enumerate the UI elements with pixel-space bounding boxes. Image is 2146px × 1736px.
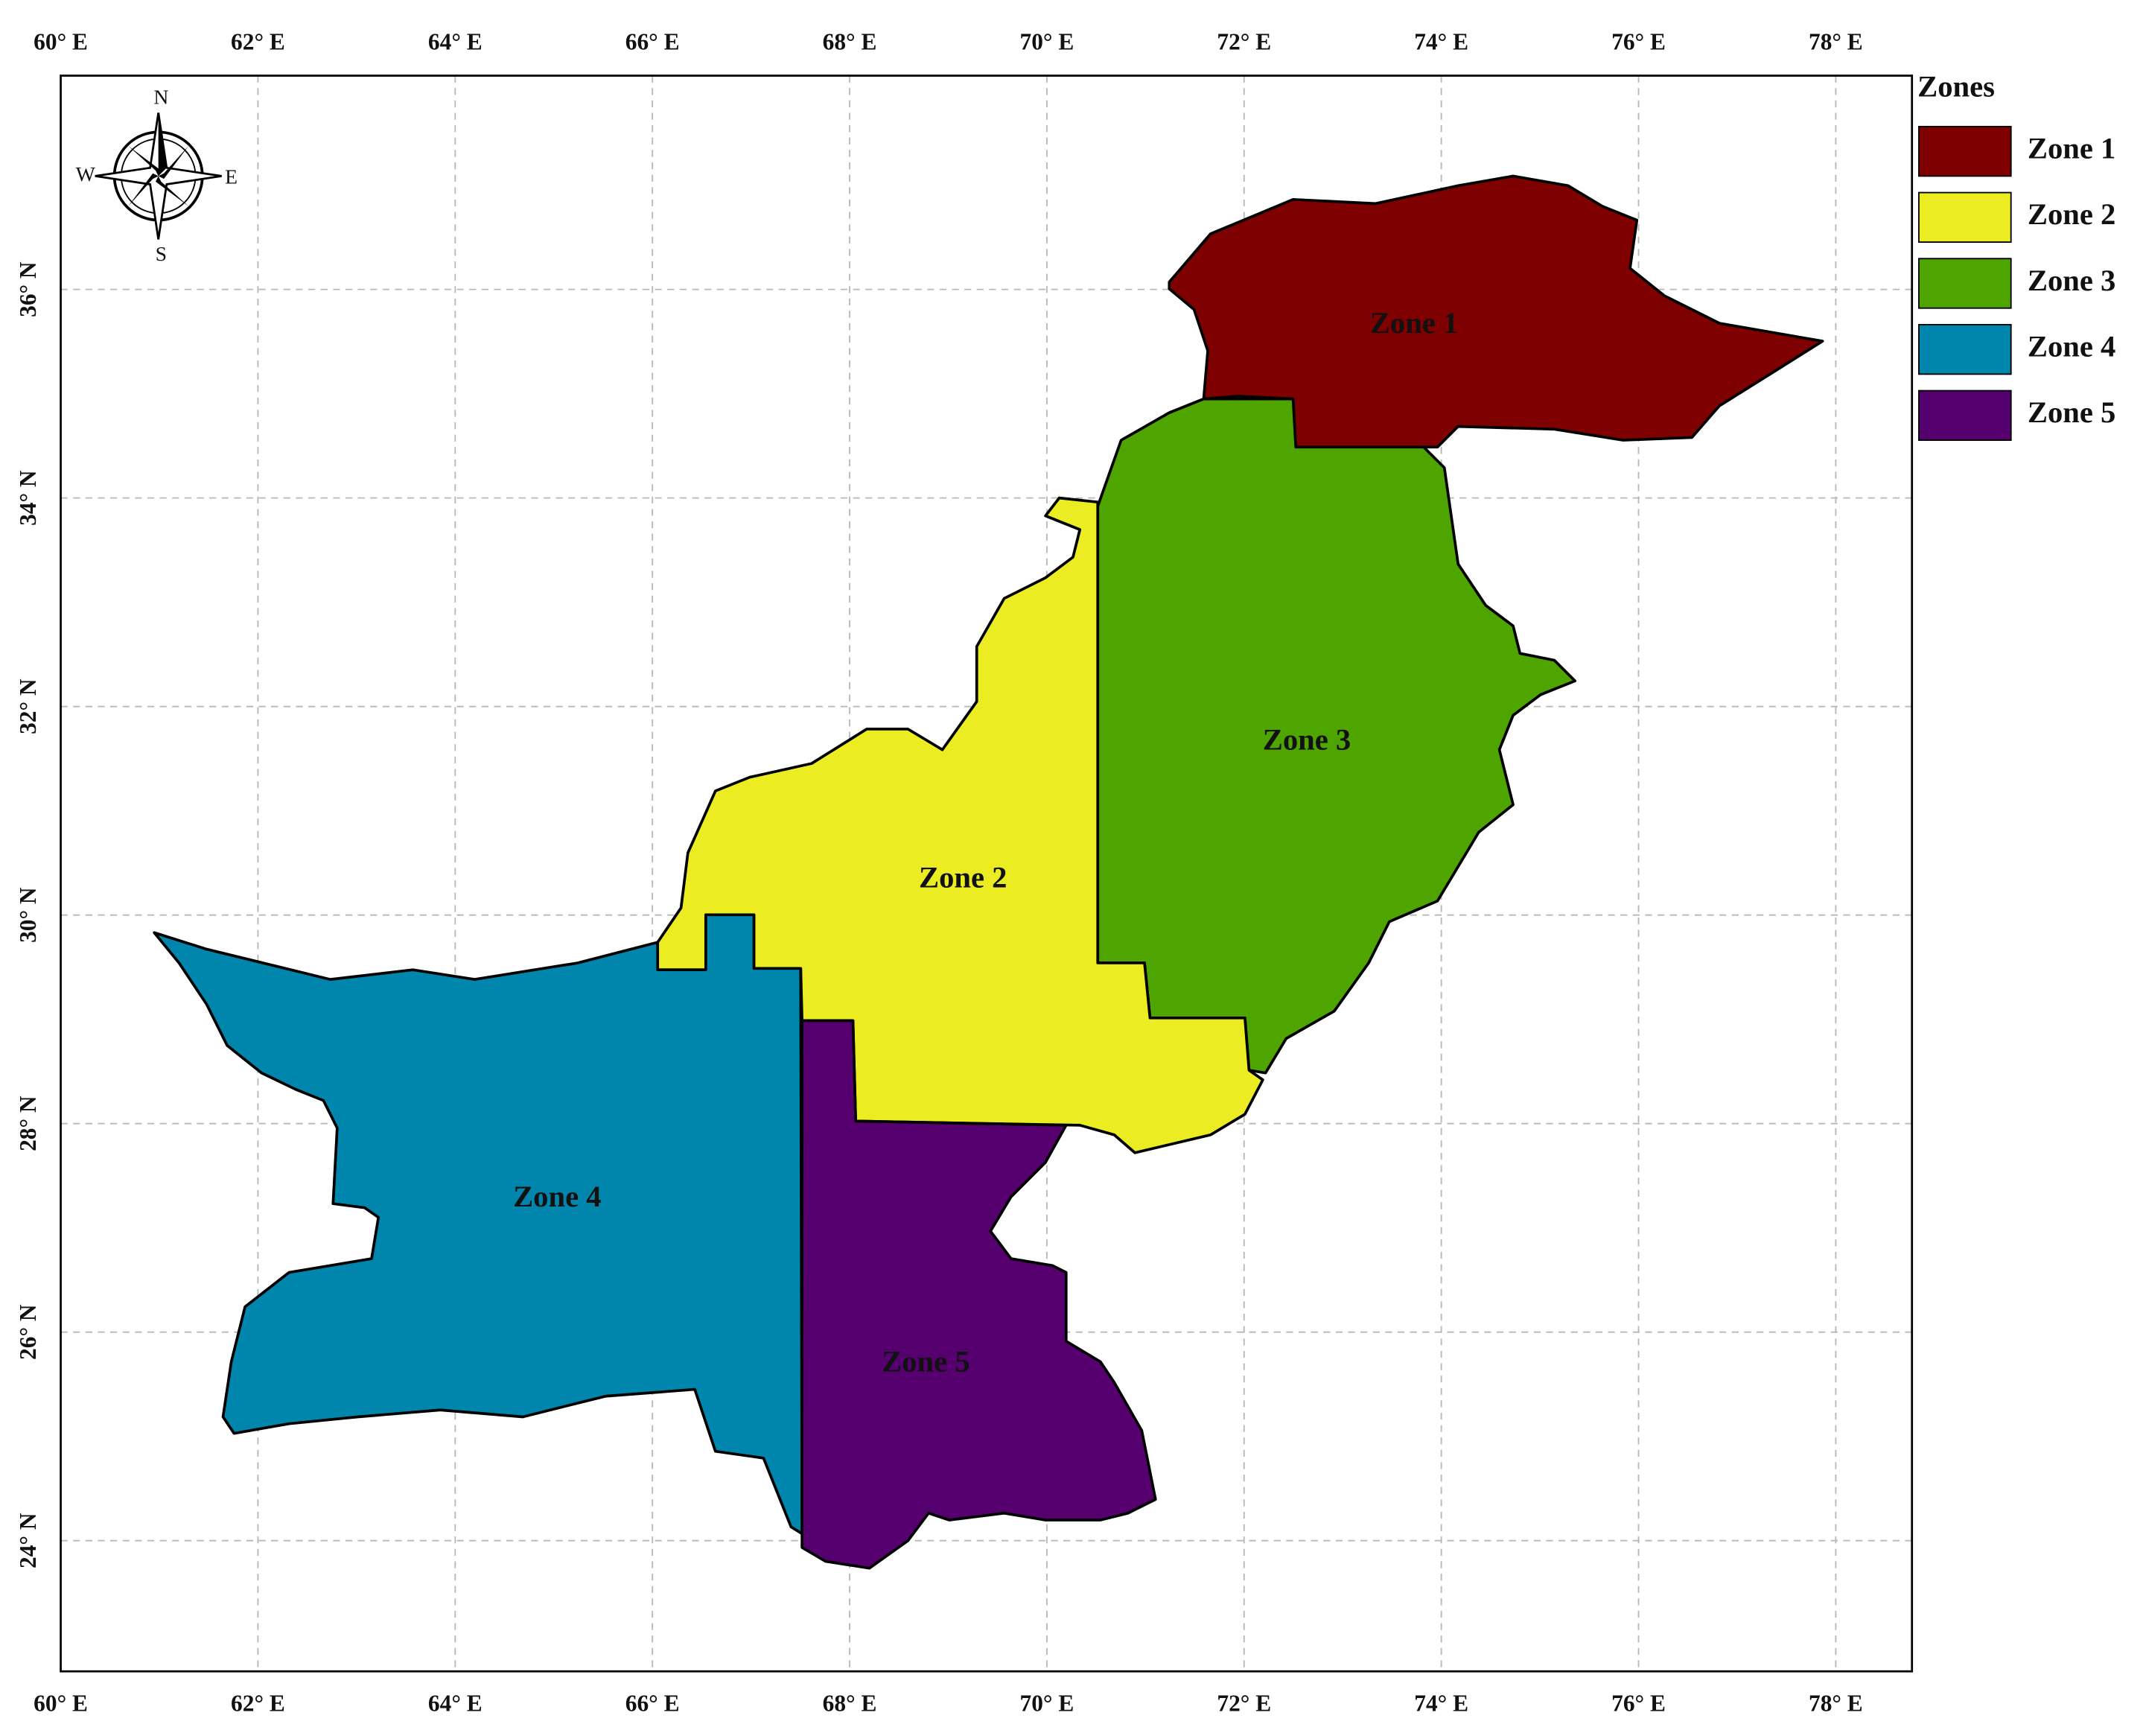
legend-swatch [1918,390,2012,441]
legend-label: Zone 2 [2028,197,2116,231]
lon-tick-label: 66° E [625,1691,680,1717]
lat-tick-label: 28° N [15,1096,41,1151]
lon-tick-label: 78° E [1809,28,1863,54]
map-frame [60,74,1914,1673]
lon-tick-label: 62° E [231,28,285,54]
zone-label: Zone 4 [513,1180,602,1213]
zone-area [800,1019,1157,1570]
zone-label: Zone 1 [1370,306,1459,340]
legend-swatch [1918,258,2012,309]
lat-tick-label: 24° N [15,1513,41,1568]
lat-tick-label: 32° N [15,678,41,734]
legend-label: Zone 1 [2028,132,2116,165]
zone-area [153,913,803,1536]
legend-label: Zone 5 [2028,395,2116,429]
legend-label: Zone 4 [2028,329,2116,363]
lon-tick-label: 62° E [231,1691,285,1717]
lon-tick-label: 74° E [1414,28,1468,54]
legend-swatch [1918,323,2012,375]
zone-label: Zone 2 [919,860,1007,894]
lon-tick-label: 78° E [1809,1691,1863,1717]
lon-tick-label: 60° E [34,28,88,54]
lon-tick-label: 60° E [34,1691,88,1717]
lon-tick-label: 66° E [625,28,680,54]
lon-tick-label: 64° E [428,1691,483,1717]
lat-tick-label: 36° N [15,261,41,317]
compass-letter: S [156,242,167,265]
compass-rose: N S W E [76,85,238,265]
lon-tick-label: 76° E [1611,1691,1666,1717]
zone-label: Zone 5 [882,1345,970,1379]
lon-tick-label: 68° E [823,1691,877,1717]
legend-swatch [1918,126,2012,177]
zones [153,174,1824,1570]
compass-letter: E [225,165,238,188]
legend-label: Zone 3 [2028,264,2116,297]
legend-title: Zones [1917,69,1995,103]
compass-star [158,112,167,177]
lat-tick-label: 30° N [15,887,41,943]
lon-tick-label: 68° E [823,28,877,54]
lat-tick-label: 26° N [15,1304,41,1360]
compass-letter: W [76,162,96,185]
compass-star [128,145,189,207]
lon-tick-label: 72° E [1217,28,1271,54]
lon-tick-label: 70° E [1020,1691,1074,1717]
lon-tick-label: 74° E [1414,1691,1468,1717]
lon-tick-label: 76° E [1611,28,1666,54]
lon-tick-label: 64° E [428,28,483,54]
zone-label: Zone 3 [1263,723,1351,757]
legend: Zone 1 Zone 2 Zone 3 Zone 4 Zone 5 [1918,126,2116,441]
compass-letter: N [153,85,168,108]
lat-tick-label: 34° N [15,470,41,526]
legend-swatch [1918,191,2012,244]
lon-tick-label: 70° E [1020,28,1074,54]
lon-tick-label: 72° E [1217,1691,1271,1717]
